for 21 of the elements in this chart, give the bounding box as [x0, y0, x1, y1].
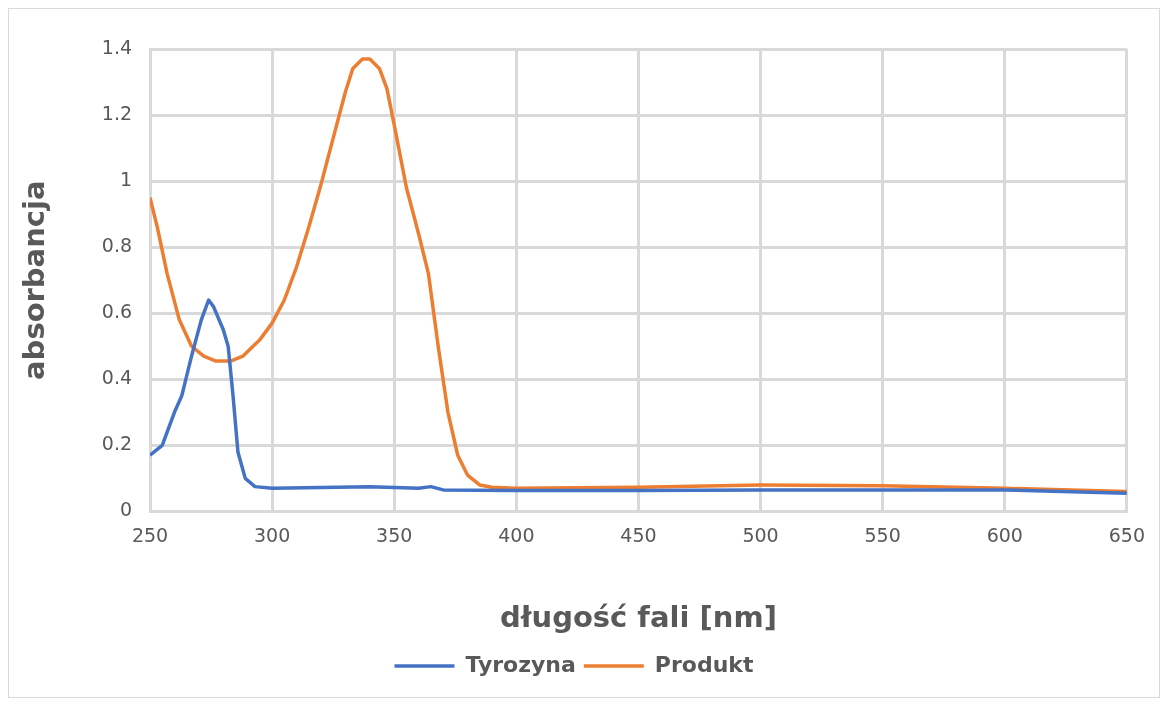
y-tick-label: 0 [119, 498, 133, 521]
legend-label: Produkt [654, 651, 754, 677]
x-tick-label: 250 [131, 523, 169, 546]
x-tick-label: 450 [620, 523, 657, 546]
x-tick-label: 500 [742, 523, 779, 546]
x-tick-label: 600 [986, 523, 1023, 546]
y-axis-title: absorbancja [16, 180, 51, 380]
y-tick-label: 1.2 [101, 101, 133, 124]
legend-label: Tyrozyna [465, 651, 576, 677]
y-tick-label: 0.8 [101, 234, 133, 257]
x-tick-label: 350 [376, 523, 413, 546]
x-tick-label: 650 [1108, 523, 1145, 546]
y-tick-label: 0.2 [101, 432, 133, 455]
y-tick-label: 1 [119, 168, 133, 191]
y-tick-label: 0.4 [101, 366, 133, 389]
y-tick-label: 1.4 [101, 35, 133, 58]
x-tick-label: 300 [253, 523, 291, 546]
x-tick-label: 400 [498, 523, 535, 546]
x-axis-title: długość fali [nm] [499, 600, 777, 635]
y-tick-label: 0.6 [101, 300, 133, 323]
x-tick-label: 550 [864, 523, 901, 546]
